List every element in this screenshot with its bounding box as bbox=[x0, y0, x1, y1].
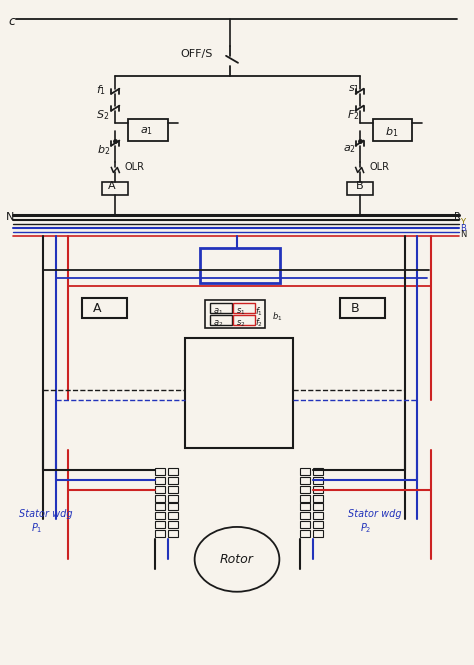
Text: $a_1$: $a_1$ bbox=[140, 126, 153, 138]
Bar bbox=[313, 495, 323, 501]
Text: $b_1$: $b_1$ bbox=[272, 310, 283, 323]
Bar bbox=[300, 503, 310, 511]
Text: $f_2$: $f_2$ bbox=[255, 316, 263, 329]
Bar bbox=[102, 182, 128, 196]
Bar bbox=[168, 531, 178, 537]
Text: B: B bbox=[350, 301, 359, 315]
Text: Rotor: Rotor bbox=[220, 553, 254, 566]
Bar bbox=[210, 315, 232, 325]
Text: R: R bbox=[455, 212, 461, 222]
Text: Stator wdg: Stator wdg bbox=[347, 509, 401, 519]
Bar bbox=[233, 315, 255, 325]
Bar bbox=[205, 300, 265, 328]
Bar bbox=[300, 495, 310, 501]
Bar bbox=[233, 303, 255, 313]
Text: $P_2$: $P_2$ bbox=[360, 521, 371, 535]
Text: c: c bbox=[9, 15, 16, 28]
Bar bbox=[340, 298, 384, 318]
Bar bbox=[155, 467, 165, 475]
Text: B: B bbox=[356, 182, 364, 192]
Bar bbox=[300, 467, 310, 475]
Text: $s_1$: $s_1$ bbox=[236, 306, 246, 317]
Bar bbox=[200, 248, 280, 283]
Bar bbox=[155, 477, 165, 483]
Text: $b_2$: $b_2$ bbox=[98, 144, 110, 158]
Text: OFF/S: OFF/S bbox=[180, 49, 212, 59]
Bar bbox=[168, 477, 178, 483]
Bar bbox=[155, 495, 165, 501]
Text: OLR: OLR bbox=[370, 162, 390, 172]
Text: $s_1$: $s_1$ bbox=[347, 82, 360, 94]
Bar bbox=[313, 531, 323, 537]
Text: $a_2$: $a_2$ bbox=[343, 144, 356, 156]
Text: $S_2$: $S_2$ bbox=[96, 108, 109, 122]
Bar bbox=[155, 521, 165, 529]
Text: A: A bbox=[93, 301, 101, 315]
Text: B: B bbox=[460, 224, 466, 233]
Text: $P_1$: $P_1$ bbox=[31, 521, 42, 535]
Text: N: N bbox=[6, 212, 14, 222]
Bar bbox=[313, 467, 323, 475]
Bar bbox=[82, 298, 128, 318]
Text: $s_2$: $s_2$ bbox=[236, 318, 246, 329]
Bar bbox=[313, 477, 323, 483]
Bar bbox=[168, 521, 178, 529]
Text: $a_1$: $a_1$ bbox=[213, 306, 223, 317]
Text: $b_1$: $b_1$ bbox=[384, 126, 398, 140]
Text: $f_1$: $f_1$ bbox=[255, 305, 263, 318]
Text: $a_2$: $a_2$ bbox=[213, 318, 223, 329]
Bar bbox=[313, 521, 323, 529]
Bar bbox=[300, 531, 310, 537]
Bar bbox=[155, 503, 165, 511]
Bar bbox=[373, 118, 412, 140]
Bar bbox=[128, 118, 168, 140]
Bar bbox=[346, 182, 373, 196]
Bar bbox=[168, 503, 178, 511]
Bar bbox=[300, 521, 310, 529]
Bar bbox=[300, 485, 310, 493]
Bar bbox=[300, 513, 310, 519]
Text: OLR: OLR bbox=[124, 162, 144, 172]
Bar bbox=[313, 485, 323, 493]
Bar bbox=[155, 513, 165, 519]
Text: $F_2$: $F_2$ bbox=[346, 108, 359, 122]
Bar bbox=[300, 477, 310, 483]
Bar bbox=[210, 303, 232, 313]
Text: N: N bbox=[460, 230, 467, 239]
Text: A: A bbox=[108, 182, 115, 192]
Text: $f_1$: $f_1$ bbox=[96, 82, 107, 96]
Bar bbox=[313, 513, 323, 519]
Bar bbox=[313, 503, 323, 511]
Bar bbox=[185, 338, 293, 448]
Bar bbox=[168, 495, 178, 501]
Bar bbox=[168, 485, 178, 493]
Bar bbox=[168, 467, 178, 475]
Text: Y: Y bbox=[460, 218, 465, 227]
Bar bbox=[155, 485, 165, 493]
Bar bbox=[155, 531, 165, 537]
Text: Stator wdg: Stator wdg bbox=[18, 509, 72, 519]
Bar bbox=[168, 513, 178, 519]
